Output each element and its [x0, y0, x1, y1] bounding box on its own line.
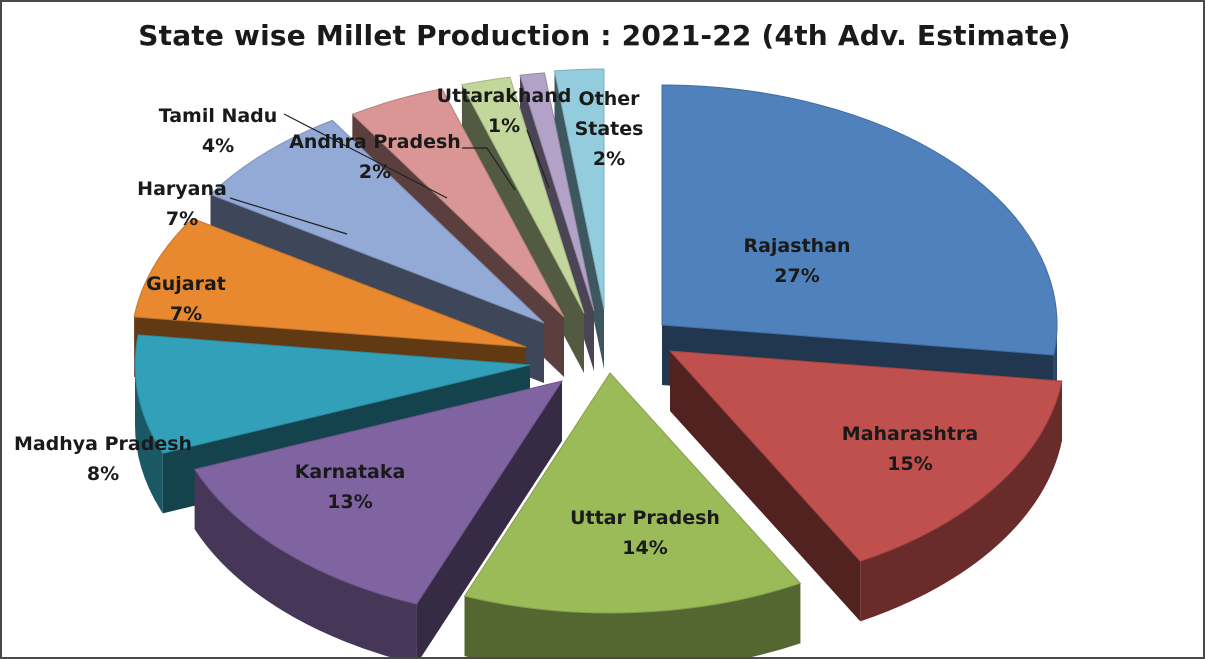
pie-rim-maharashtra-0 [860, 381, 1062, 622]
pie-slice-other-states [553, 68, 605, 310]
pie-slice-rajasthan [661, 84, 1058, 356]
slice-value-haryana: 7% [166, 208, 198, 230]
pie-slice-gujarat [133, 217, 527, 348]
pie-slice-haryana [209, 119, 545, 324]
slice-value-maharashtra: 15% [887, 453, 932, 475]
pie-rim-uttar-pradesh-0 [464, 583, 801, 657]
slice-value-other-states: 2% [593, 148, 625, 170]
pie-wall-maharashtra-1 [670, 351, 861, 622]
leader-line-andhra-pradesh [462, 147, 516, 191]
slice-name-tamil-nadu: Tamil Nadu [159, 105, 278, 127]
pie-rim-karnataka-0 [194, 469, 417, 657]
slice-value-andhra-pradesh: 2% [359, 161, 391, 183]
slice-name-uttarakhand: Uttarakhand [437, 85, 572, 107]
pie-tops [133, 68, 1063, 614]
slice-name-rajasthan: Rajasthan [743, 235, 850, 257]
slice-name-karnataka: Karnataka [295, 461, 406, 483]
slice-value-karnataka: 13% [327, 491, 372, 513]
pie-side-other-states [554, 70, 604, 370]
pie-slice-maharashtra [668, 350, 1063, 562]
pie-slice-andhra-pradesh [461, 76, 585, 314]
slice-name-gujarat: Gujarat [146, 273, 226, 295]
slice-name-other-states-1: States [575, 118, 644, 140]
pie-slice-uttarakhand [519, 72, 595, 312]
slice-value-tamil-nadu: 4% [202, 135, 234, 157]
leader-line-haryana [229, 197, 348, 235]
pie-slice-karnataka [193, 380, 564, 605]
slice-value-uttar-pradesh: 14% [622, 537, 667, 559]
pie-labels: Rajasthan 27% Maharashtra 15% Uttar Pradesh 1… [14, 85, 978, 559]
pie-slice-tamil-nadu [351, 88, 565, 318]
slice-value-uttarakhand: 1% [488, 115, 520, 137]
slice-name-maharashtra: Maharashtra [842, 423, 978, 445]
slice-name-haryana: Haryana [137, 178, 227, 200]
pie-wall-other-states-0 [554, 70, 604, 370]
pie-slice-uttar-pradesh [463, 372, 802, 614]
slice-name-uttar-pradesh: Uttar Pradesh [570, 507, 720, 529]
slice-name-andhra-pradesh: Andhra Pradesh [289, 131, 461, 153]
chart-title: State wise Millet Production : 2021-22 (… [138, 19, 1071, 52]
slice-value-madhya-pradesh: 8% [87, 463, 119, 485]
slice-value-rajasthan: 27% [774, 265, 819, 287]
slice-value-gujarat: 7% [170, 303, 202, 325]
pie-wall-karnataka-0 [416, 381, 562, 657]
slice-name-madhya-pradesh: Madhya Pradesh [14, 433, 192, 455]
slice-name-other-states-0: Other [578, 88, 640, 110]
leader-line-uttarakhand [526, 129, 550, 189]
leader-line-tamil-nadu [283, 113, 448, 199]
pie-slice-madhya-pradesh [134, 334, 531, 454]
pie-rim-madhya-pradesh-0 [135, 365, 163, 514]
